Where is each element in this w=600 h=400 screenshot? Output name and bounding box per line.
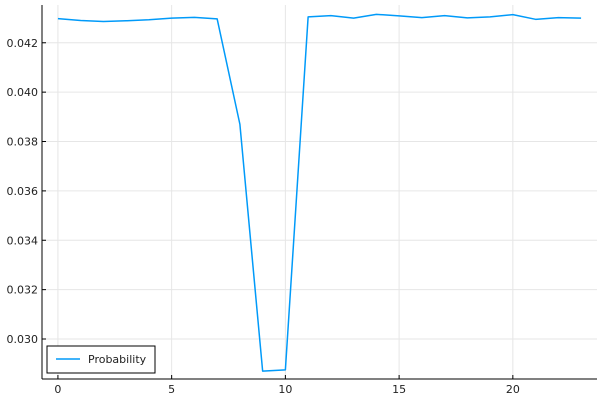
y-tick-label: 0.036	[7, 185, 39, 198]
x-tick-label: 5	[168, 383, 175, 396]
x-tick-label: 20	[506, 383, 520, 396]
grid-lines	[42, 5, 597, 379]
axes	[41, 5, 597, 380]
y-tick-label: 0.034	[7, 234, 39, 247]
y-tick-label: 0.030	[7, 333, 39, 346]
legend-label: Probability	[88, 353, 147, 366]
legend: Probability	[46, 345, 156, 374]
series-line-probability	[57, 13, 582, 372]
x-tick-label: 10	[278, 383, 292, 396]
y-tick-label: 0.032	[7, 284, 39, 297]
y-tick-label: 0.038	[7, 136, 39, 149]
x-tick-label: 0	[54, 383, 61, 396]
y-tick-label: 0.042	[7, 37, 39, 50]
series-layer	[57, 13, 582, 372]
tick-labels: 0 5 10 15 20 0.030 0.032 0.034 0.036 0.038 0.040 0.…	[7, 37, 520, 396]
x-tick-label: 15	[392, 383, 406, 396]
y-tick-label: 0.040	[7, 86, 39, 99]
